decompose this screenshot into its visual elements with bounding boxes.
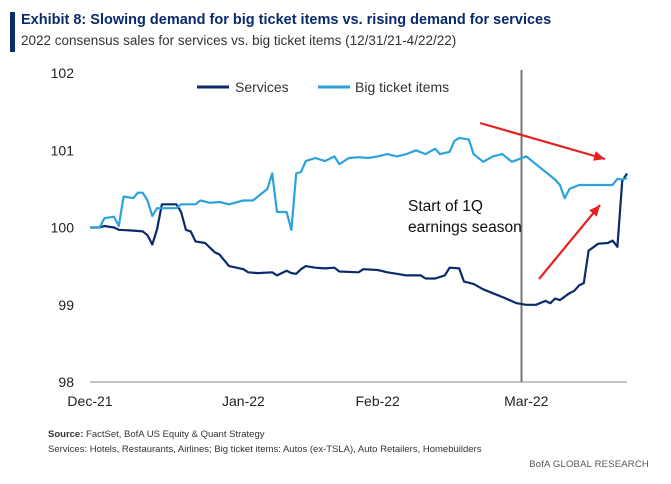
chart-subtitle: 2022 consensus sales for services vs. bi… xyxy=(21,33,457,48)
y-tick-label: 100 xyxy=(51,220,75,236)
series-line-big-ticket xyxy=(90,136,628,231)
x-tick-label: Dec-21 xyxy=(67,393,112,409)
y-tick-label: 98 xyxy=(58,374,74,390)
legend-label-big-ticket: Big ticket items xyxy=(355,79,449,95)
brand-label: BofA GLOBAL RESEARCH xyxy=(529,459,649,470)
legend-label-services: Services xyxy=(235,79,289,95)
annotation-text-line: earnings season xyxy=(408,219,522,236)
source-label: Source: xyxy=(48,429,84,440)
x-tick-label: Jan-22 xyxy=(222,393,265,409)
x-tick-label: Mar-22 xyxy=(504,393,549,409)
title-accent-bar xyxy=(10,12,15,52)
downtrend-arrow-head xyxy=(593,151,605,161)
source-text: FactSet, BofA US Equity & Quant Strategy xyxy=(83,429,265,440)
y-tick-label: 101 xyxy=(51,142,75,158)
uptrend-arrow-head xyxy=(589,205,600,217)
series-line-services xyxy=(90,172,628,306)
downtrend-arrow-shaft xyxy=(479,121,606,161)
annotation-text-line: Start of 1Q xyxy=(408,198,483,215)
series-definitions: Services: Hotels, Restaurants, Airlines;… xyxy=(48,444,482,455)
source-note: Source: FactSet, BofA US Equity & Quant … xyxy=(48,429,265,440)
x-tick-label: Feb-22 xyxy=(355,393,400,409)
uptrend-arrow-shaft xyxy=(538,204,601,280)
chart-title: Exhibit 8: Slowing demand for big ticket… xyxy=(21,12,552,28)
y-tick-label: 102 xyxy=(51,65,75,81)
y-tick-label: 99 xyxy=(58,297,74,313)
